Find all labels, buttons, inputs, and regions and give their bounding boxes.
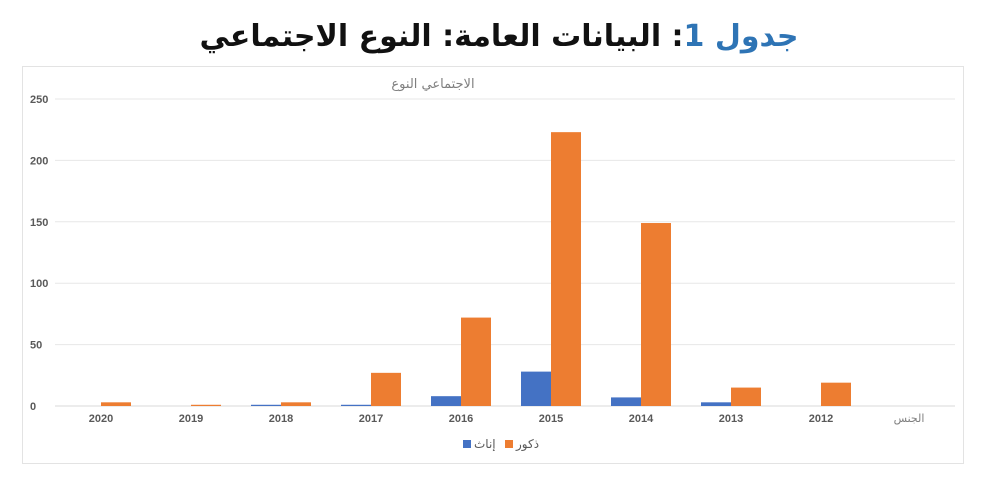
bar-male-2014 [641, 223, 671, 406]
x-category-label: 2013 [719, 413, 743, 425]
y-tick-label: 200 [30, 155, 48, 167]
y-axis-ticks: 0 50 100 150 200 250 [30, 94, 48, 413]
x-category-label: 2015 [539, 413, 563, 425]
x-category-label: 2017 [359, 413, 383, 425]
bar-female-2015 [521, 371, 551, 406]
bar-female-2017 [341, 404, 371, 406]
legend-swatch-male [505, 440, 513, 448]
y-tick-label: 50 [30, 340, 42, 352]
bar-male-2016 [461, 317, 491, 406]
bar-male-2013 [731, 387, 761, 406]
bar-male-2019 [191, 404, 221, 406]
x-axis-title: الجنس [894, 412, 925, 425]
legend-label-female: إناث [474, 437, 496, 451]
x-axis-categories: 2020 2019 2018 2017 2016 2015 2014 2013 2012 [89, 413, 833, 425]
bar-chart: 0 50 100 150 200 250 2020 2019 2018 2017 2016 2015… [30, 77, 955, 452]
bar-male-2020 [101, 402, 131, 406]
bar-male-2015 [551, 132, 581, 406]
x-category-label: 2016 [449, 413, 473, 425]
bar-male-2012 [821, 382, 851, 406]
heading-text: : البيانات العامة: النوع الاجتماعي [199, 19, 684, 54]
bar-male-2017 [371, 372, 401, 406]
legend: إناث ذكور [463, 437, 539, 452]
bars [101, 132, 851, 406]
y-tick-label: 150 [30, 217, 48, 229]
legend-label-male: ذكور [515, 437, 539, 452]
bar-female-2013 [701, 402, 731, 406]
chart-frame: 0 50 100 150 200 250 2020 2019 2018 2017 2016 2015… [22, 66, 964, 464]
x-category-label: 2019 [179, 413, 203, 425]
bar-female-2016 [431, 396, 461, 406]
chart-title: الاجتماعي النوع [391, 77, 474, 92]
y-tick-label: 0 [30, 401, 36, 413]
heading-word: جدول [714, 19, 799, 54]
bar-female-2018 [251, 404, 281, 406]
y-tick-label: 250 [30, 94, 48, 106]
x-category-label: 2018 [269, 413, 293, 425]
bar-female-2014 [611, 397, 641, 406]
x-category-label: 2020 [89, 413, 113, 425]
bar-male-2018 [281, 402, 311, 406]
x-category-label: 2012 [809, 413, 833, 425]
y-tick-label: 100 [30, 278, 48, 290]
gridlines [55, 98, 955, 407]
figure-heading: جدول 1: البيانات العامة: النوع الاجتماعي [0, 12, 998, 62]
heading-number: 1 [683, 19, 705, 54]
legend-swatch-female [463, 440, 471, 448]
x-category-label: 2014 [629, 413, 654, 425]
